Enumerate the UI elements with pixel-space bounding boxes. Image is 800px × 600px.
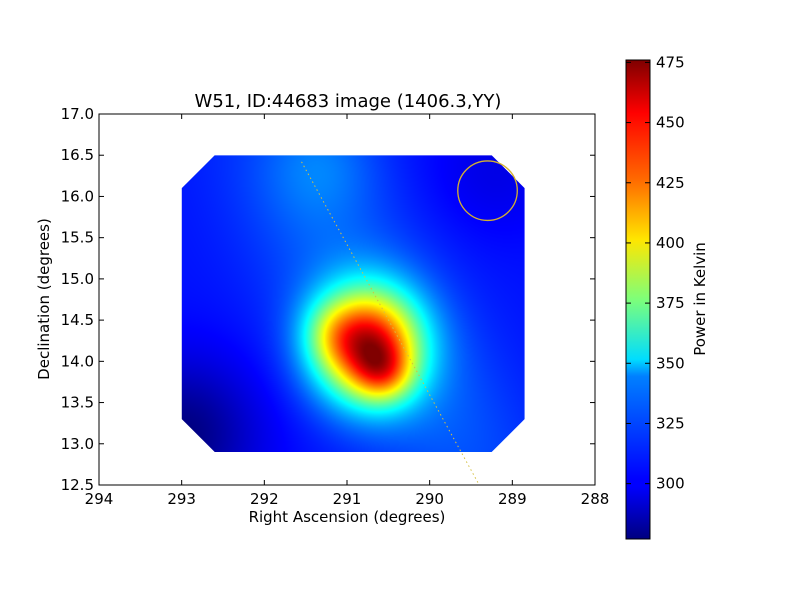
x-tick-label: 293 xyxy=(167,490,196,508)
overlay xyxy=(301,160,518,486)
colorbar-tick-label: 325 xyxy=(656,414,685,432)
heatmap xyxy=(181,155,525,453)
y-tick-label: 15.5 xyxy=(61,229,94,247)
x-tick-label: 292 xyxy=(250,490,279,508)
y-tick-label: 13.5 xyxy=(61,394,94,412)
colorbar-tick-label: 425 xyxy=(656,174,685,192)
colorbar-tick-label: 350 xyxy=(656,354,685,372)
y-tick-label: 13.0 xyxy=(61,435,94,453)
colorbar-tick-label: 475 xyxy=(656,53,685,71)
y-tick-label: 14.0 xyxy=(61,352,94,370)
x-tick-label: 294 xyxy=(85,490,114,508)
y-tick-label: 15.0 xyxy=(61,270,94,288)
galactic-plane-line xyxy=(301,161,480,486)
colorbar-label: Power in Kelvin xyxy=(691,242,709,356)
colorbar: 300 325 350 375 400 425 450 475 Power in Kelvin xyxy=(625,53,709,540)
heatmap-image xyxy=(181,155,525,453)
x-axis-label: Right Ascension (degrees) xyxy=(249,508,446,526)
colorbar-tick-label: 400 xyxy=(656,234,685,252)
y-tick-label: 16.5 xyxy=(61,146,94,164)
colorbar-tick-label: 450 xyxy=(656,114,685,132)
y-axis: 12.5 13.0 13.5 14.0 14.5 15.0 15.5 16.0 16.5 17.0 xyxy=(61,105,595,494)
x-tick-label: 290 xyxy=(415,490,444,508)
x-tick-label: 288 xyxy=(581,490,610,508)
colorbar-gradient xyxy=(625,59,651,540)
colorbar-tick-label: 375 xyxy=(656,294,685,312)
y-tick-label: 14.5 xyxy=(61,311,94,329)
y-tick-label: 17.0 xyxy=(61,105,94,123)
y-tick-label: 12.5 xyxy=(61,476,94,494)
chart-title: W51, ID:44683 image (1406.3,YY) xyxy=(195,91,502,112)
colorbar-ticks: 300 325 350 375 400 425 450 475 xyxy=(626,53,685,493)
beam-circle xyxy=(457,160,518,222)
x-tick-label: 291 xyxy=(333,490,362,508)
y-axis-label: Declination (degrees) xyxy=(35,218,53,380)
colorbar-tick-label: 300 xyxy=(656,475,685,493)
x-axis: 294 293 292 291 290 289 288 xyxy=(85,114,610,508)
x-tick-label: 289 xyxy=(498,490,527,508)
y-tick-label: 16.0 xyxy=(61,187,94,205)
